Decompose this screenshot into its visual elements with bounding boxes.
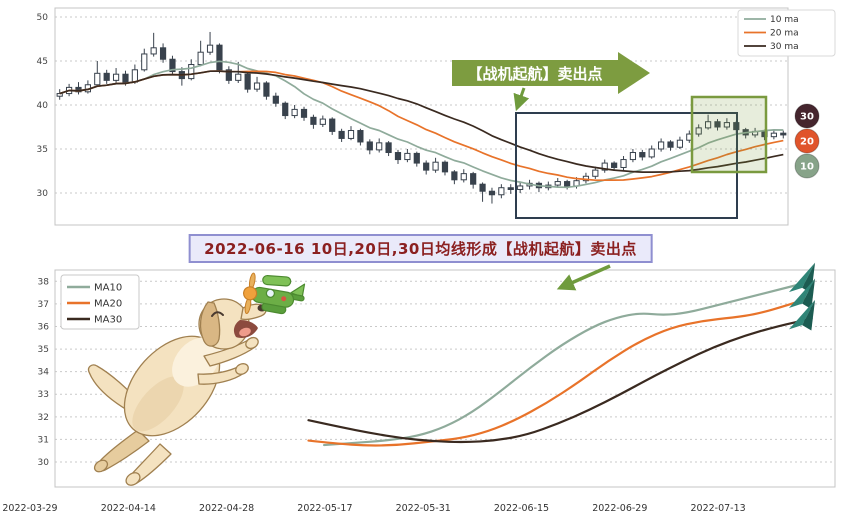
dog-ear (199, 301, 221, 347)
svg-text:37: 37 (38, 300, 49, 310)
svg-text:34: 34 (38, 368, 50, 378)
svg-text:2022-04-14: 2022-04-14 (101, 503, 156, 514)
svg-text:MA30: MA30 (94, 315, 122, 326)
svg-text:20: 20 (800, 137, 814, 148)
svg-text:50: 50 (37, 13, 49, 23)
toy-plane-cockpit (265, 288, 276, 298)
toy-plane-illustration (243, 272, 306, 315)
ma-line-20 (59, 70, 784, 182)
dog-tongue (239, 327, 251, 337)
annotation-arrow (513, 87, 530, 112)
svg-text:33: 33 (38, 390, 49, 400)
dog-illustration (87, 298, 267, 486)
svg-text:30 ma: 30 ma (770, 42, 799, 52)
toy-plane-propeller (243, 286, 258, 301)
ma-badges: 30 20 10 (794, 103, 820, 179)
top-legend: 10 ma 20 ma 30 ma (737, 9, 836, 57)
bottom-legend: MA10 MA20 MA30 (60, 274, 140, 330)
svg-text:30: 30 (800, 112, 814, 123)
line-MA30 (307, 317, 813, 444)
svg-text:2022-03-29: 2022-03-29 (2, 503, 57, 514)
paper-plane-icons (788, 262, 816, 331)
ma-series-lines (307, 280, 813, 447)
banner-arrow (556, 264, 611, 291)
svg-text:2022-06-15: 2022-06-15 (494, 503, 549, 514)
svg-text:31: 31 (38, 435, 49, 445)
ma-lines-layer (59, 60, 784, 189)
svg-text:MA20: MA20 (94, 299, 122, 310)
svg-text:10 ma: 10 ma (770, 15, 799, 25)
svg-text:2022-05-17: 2022-05-17 (297, 503, 352, 514)
svg-text:35: 35 (38, 345, 49, 355)
top-chart-content: 30 35 40 45 50 【战机起航】卖出点 10 ma 20 ma 30 ma 30 20 10 (37, 7, 836, 226)
dog-eye (211, 311, 224, 317)
svg-text:40: 40 (37, 101, 49, 111)
svg-text:2022-05-31: 2022-05-31 (396, 503, 451, 514)
sell-point-annotation: 【战机起航】卖出点 (452, 52, 650, 112)
svg-text:2022-06-29: 2022-06-29 (592, 503, 647, 514)
x-axis-labels: 2022-03-29 2022-04-14 2022-04-28 2022-05-17… (2, 503, 745, 514)
candles-layer (56, 31, 787, 204)
svg-text:10: 10 (800, 162, 814, 173)
svg-text:36: 36 (38, 322, 50, 332)
ma-line-10 (59, 60, 784, 189)
svg-text:38: 38 (38, 277, 50, 287)
line-MA20 (307, 296, 813, 447)
svg-text:30: 30 (38, 458, 50, 468)
toy-plane-top-wing (262, 274, 292, 287)
pattern-highlight-box (515, 112, 738, 219)
svg-text:35: 35 (37, 145, 48, 155)
pattern-banner: 2022-06-16 10日,20日,30日均线形成【战机起航】卖出点 (188, 234, 653, 263)
svg-text:32: 32 (38, 413, 49, 423)
svg-text:2022-07-13: 2022-07-13 (690, 503, 745, 514)
svg-text:2022-04-28: 2022-04-28 (199, 503, 254, 514)
top-candlestick-chart: 30 35 40 45 50 【战机起航】卖出点 10 ma 20 ma 30 ma 30 20 10 (37, 7, 836, 226)
svg-text:45: 45 (37, 57, 48, 67)
svg-text:【战机起航】卖出点: 【战机起航】卖出点 (467, 65, 602, 83)
svg-text:30: 30 (37, 189, 49, 199)
signal-highlight-box (690, 95, 768, 174)
ma-line-30 (59, 70, 784, 173)
svg-text:20 ma: 20 ma (770, 29, 799, 39)
line-MA10 (323, 280, 813, 447)
svg-text:MA10: MA10 (94, 283, 122, 294)
